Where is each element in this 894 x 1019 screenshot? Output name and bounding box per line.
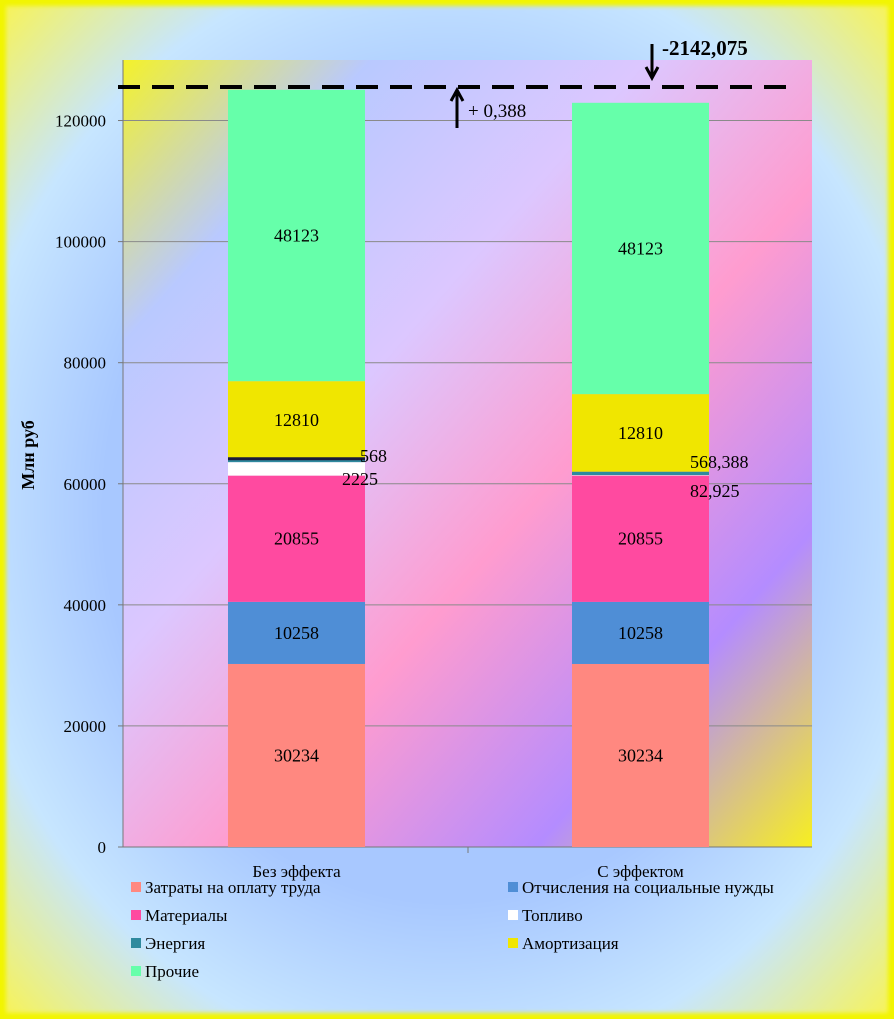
data-label: 10258 [618, 623, 663, 643]
up-arrow [449, 86, 465, 128]
legend-swatch [508, 910, 518, 920]
legend-label: Материалы [145, 906, 228, 925]
bar-segment-5 [228, 458, 365, 463]
data-label: 30234 [274, 745, 319, 765]
data-label: 20855 [618, 529, 663, 549]
y-tick-label: 0 [98, 838, 107, 857]
data-label: 2225 [342, 469, 378, 489]
data-label: 12810 [274, 410, 319, 430]
data-label: 568 [360, 446, 387, 466]
bar-segment-2 [228, 601, 365, 664]
bars-layer [228, 89, 709, 847]
y-tick-label: 60000 [64, 475, 107, 494]
y-tick-label: 120000 [55, 112, 106, 131]
y-tick-label: 100000 [55, 233, 106, 252]
bar-segment-5 [572, 471, 709, 476]
bar-segment-6 [228, 381, 365, 459]
annotation-plus: + 0,388 [468, 101, 526, 122]
bar-segment-7 [572, 102, 709, 395]
bar-segment-3 [228, 475, 365, 602]
annotation-minus: -2142,075 [662, 36, 748, 60]
data-label: 10258 [274, 623, 319, 643]
bar-segment-4 [228, 462, 365, 476]
down-arrow [644, 44, 660, 82]
y-tick-label: 80000 [64, 354, 107, 373]
data-label: 20855 [274, 529, 319, 549]
legend-swatch [508, 938, 518, 948]
y-tick-label: 20000 [64, 717, 107, 736]
data-label: 48123 [274, 225, 319, 245]
bar-segment-3 [572, 475, 709, 602]
labels-layer: 30234 10258 20855 2225 568 12810 48123 30234 102… [274, 225, 749, 765]
legend-swatch [131, 910, 141, 920]
bar-segment-1 [228, 663, 365, 847]
legend: Затраты на оплату труда Отчисления на соц… [131, 878, 774, 981]
bar-segment-1 [572, 663, 709, 847]
legend-label: Отчисления на социальные нужды [522, 878, 774, 897]
legend-label: Амортизация [522, 934, 619, 953]
data-label: 12810 [618, 423, 663, 443]
legend-label: Топливо [522, 906, 583, 925]
data-label: 30234 [618, 745, 663, 765]
legend-swatch [508, 882, 518, 892]
legend-label: Затраты на оплату труда [145, 878, 321, 897]
legend-swatch [131, 938, 141, 948]
legend-swatch [131, 882, 141, 892]
data-label: 82,925 [690, 481, 740, 501]
legend-label: Прочие [145, 962, 199, 981]
bar-segment-6 [572, 394, 709, 472]
category-label: Без эффекта [252, 862, 341, 881]
bar-segment-2 [572, 601, 709, 664]
annotation-layer: + 0,388 -2142,075 [118, 36, 790, 128]
legend-swatch [131, 966, 141, 976]
data-label: 568,388 [690, 452, 749, 472]
y-axis-title: Млн руб [18, 420, 38, 490]
data-label: 48123 [618, 238, 663, 258]
category-label: С эффектом [597, 862, 684, 881]
legend-label: Энергия [145, 934, 205, 953]
bar-segment-7 [228, 89, 365, 382]
y-tick-label: 40000 [64, 596, 107, 615]
